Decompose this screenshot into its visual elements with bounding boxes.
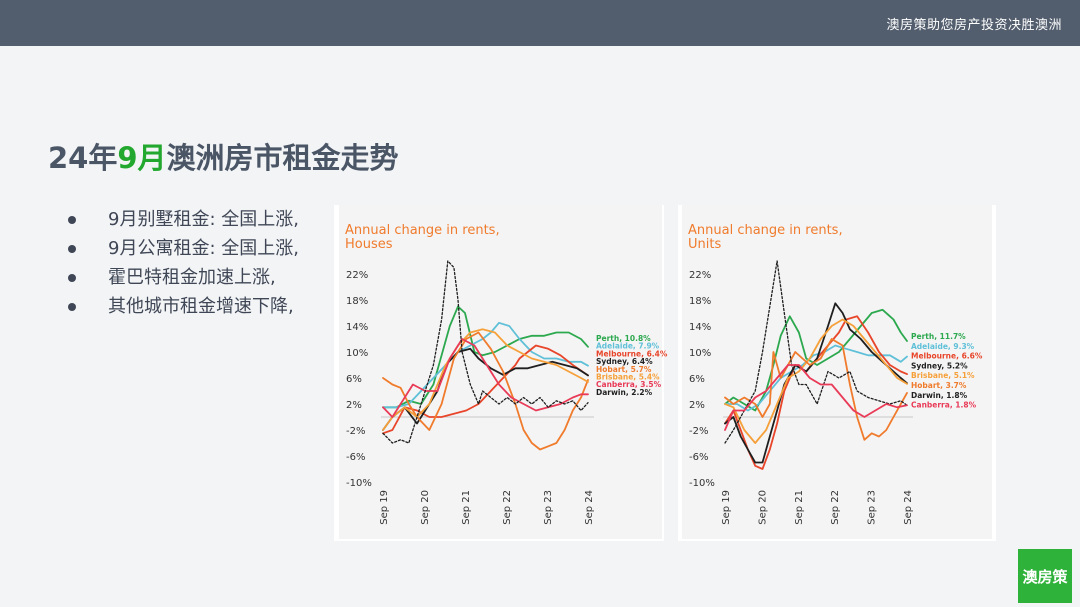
- x-tick-label: Sep 22: [830, 490, 841, 525]
- y-tick-label: 22%: [346, 270, 368, 281]
- y-tick-label: 18%: [689, 296, 711, 307]
- series-line: [382, 305, 589, 409]
- bullet-item: 其他城市租金增速下降,: [64, 292, 299, 321]
- bullet-text: 9月公寓租金: 全国上涨,: [108, 238, 299, 259]
- header-bar: 澳房策助您房产投资决胜澳洲: [0, 0, 1080, 46]
- y-tick-label: -2%: [689, 426, 708, 437]
- series-end-label: Melbourne, 6.6%: [911, 352, 983, 361]
- series-line: [724, 338, 908, 441]
- title-suffix: 澳洲房市租金走势: [166, 141, 399, 175]
- series-line: [724, 315, 908, 470]
- y-tick-label: 10%: [346, 348, 368, 359]
- x-tick-label: Sep 20: [757, 490, 768, 525]
- series-line: [724, 364, 908, 431]
- chart-title: Annual change in rents,: [345, 223, 500, 238]
- bullet-dot-icon: [68, 274, 76, 282]
- brand-logo: 澳房策: [1018, 549, 1072, 603]
- houses-chart-area: Annual change in rents, Houses 22% 18% 14% 10…: [339, 205, 668, 539]
- y-tick-label: 6%: [689, 374, 705, 385]
- series-end-label: Adelaide, 7.9%: [596, 342, 660, 351]
- units-chart-panel: Annual change in rents, Units 22% 18% 14% 10%…: [678, 205, 996, 541]
- chart-subtitle: Units: [688, 237, 721, 252]
- y-tick-label: 18%: [346, 296, 368, 307]
- x-tick-label: Sep 23: [867, 490, 878, 525]
- series-line: [382, 338, 589, 418]
- x-tick-label: Sep 19: [721, 490, 732, 525]
- x-tick-label: Sep 21: [794, 490, 805, 525]
- series-line: [382, 344, 589, 435]
- units-chart-area: Annual change in rents, Units 22% 18% 14% 10%…: [682, 205, 992, 539]
- y-tick-label: -10%: [346, 478, 372, 489]
- series-end-label: Canberra, 1.8%: [911, 401, 977, 410]
- x-tick-label: Sep 19: [379, 490, 390, 525]
- x-tick-label: Sep 22: [502, 490, 513, 525]
- page-title: 24年9月澳洲房市租金走势: [48, 135, 399, 177]
- y-tick-label: 22%: [689, 270, 711, 281]
- header-slogan: 澳房策助您房产投资决胜澳洲: [886, 18, 1062, 33]
- series-line: [382, 328, 589, 431]
- y-tick-label: -6%: [346, 452, 365, 463]
- bullet-dot-icon: [68, 303, 76, 311]
- y-tick-label: -2%: [346, 426, 365, 437]
- x-tick-label: Sep 21: [461, 490, 472, 525]
- houses-chart-panel: Annual change in rents, Houses 22% 18% 14% 10…: [334, 205, 668, 541]
- y-tick-label: 2%: [346, 400, 362, 411]
- chart-title: Annual change in rents,: [688, 223, 843, 238]
- bullet-item: 9月别墅租金: 全国上涨,: [64, 205, 299, 234]
- x-tick-label: Sep 24: [903, 490, 914, 525]
- title-highlight: 9月: [117, 141, 167, 175]
- series-end-label: Brisbane, 5.4%: [596, 373, 660, 382]
- series-end-label: Hobart, 3.7%: [911, 381, 967, 390]
- series-end-label: Sydney, 5.2%: [911, 361, 968, 370]
- series-line: [382, 331, 589, 451]
- brand-logo-text: 澳房策: [1022, 567, 1068, 586]
- y-tick-label: 10%: [689, 348, 711, 359]
- x-tick-label: Sep 23: [543, 490, 554, 525]
- series-end-label: Canberra, 3.5%: [596, 380, 662, 389]
- bullet-dot-icon: [68, 245, 76, 253]
- series-end-label: Perth, 10.8%: [596, 334, 651, 343]
- bullet-list: 9月别墅租金: 全国上涨, 9月公寓租金: 全国上涨, 霍巴特租金加速上涨, 其…: [64, 205, 299, 321]
- series-end-label: Darwin, 1.8%: [911, 391, 968, 400]
- series-line: [382, 347, 589, 431]
- y-tick-label: 14%: [346, 322, 368, 333]
- houses-rent-chart: Annual change in rents,Houses 22% 18% 14% 10…: [345, 223, 668, 525]
- bullet-text: 其他城市租金增速下降,: [108, 296, 294, 317]
- series-end-label: Melbourne, 6.4%: [596, 349, 668, 358]
- bullet-dot-icon: [68, 216, 76, 224]
- bullet-item: 霍巴特租金加速上涨,: [64, 263, 299, 292]
- bullet-text: 9月别墅租金: 全国上涨,: [108, 209, 299, 230]
- x-tick-label: Sep 20: [420, 490, 431, 525]
- chart-subtitle: Houses: [345, 237, 393, 252]
- series-end-label: Perth, 11.7%: [911, 332, 966, 341]
- series-line: [724, 318, 908, 444]
- units-rent-chart: Annual change in rents,Units 22% 18% 14% 10%…: [688, 223, 983, 525]
- series-end-label: Hobart, 5.7%: [596, 365, 652, 374]
- y-tick-label: -10%: [689, 478, 715, 489]
- y-tick-label: 6%: [346, 374, 362, 385]
- bullet-item: 9月公寓租金: 全国上涨,: [64, 234, 299, 263]
- y-tick-label: -6%: [689, 452, 708, 463]
- title-prefix: 24年: [48, 141, 118, 175]
- series-end-label: Brisbane, 5.1%: [911, 371, 975, 380]
- x-tick-label: Sep 24: [584, 490, 595, 525]
- bullet-text: 霍巴特租金加速上涨,: [108, 267, 276, 288]
- series-end-label: Darwin, 2.2%: [596, 388, 653, 397]
- series-line: [382, 321, 589, 409]
- series-end-label: Adelaide, 9.3%: [911, 342, 975, 351]
- series-line: [724, 260, 908, 444]
- series-end-label: Sydney, 6.4%: [596, 357, 653, 366]
- series-line: [382, 260, 589, 444]
- y-tick-label: 14%: [689, 322, 711, 333]
- series-line: [724, 302, 908, 464]
- y-tick-label: 2%: [689, 400, 705, 411]
